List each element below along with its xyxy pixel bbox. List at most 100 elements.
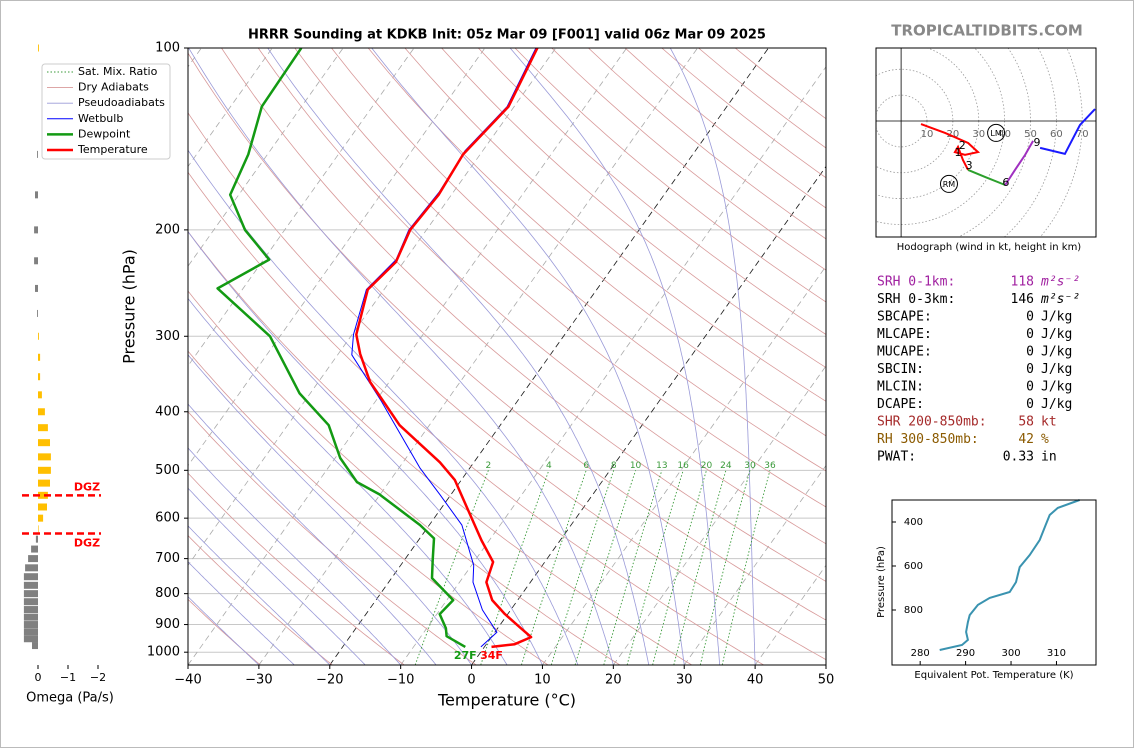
dry-adiabat — [221, 48, 826, 582]
omega-bar — [38, 503, 47, 511]
profile-line — [355, 48, 539, 649]
hodograph-segment — [920, 123, 981, 171]
profiles — [216, 48, 539, 649]
mixing-ratio-line — [652, 470, 707, 665]
omega-bar — [38, 424, 48, 432]
parameter-label: SBCAPE: — [877, 310, 932, 325]
legend-label: Dry Adiabats — [78, 81, 149, 94]
mixing-ratio-label: 6 — [583, 461, 589, 471]
legend-label: Sat. Mix. Ratio — [78, 65, 158, 78]
omega-bar — [23, 613, 38, 621]
mixing-ratio-line — [699, 470, 751, 665]
y-tick-label: 1000 — [147, 645, 180, 660]
storm-motion-marker — [939, 174, 958, 193]
pseudoadiabat — [188, 230, 543, 665]
parameter-unit: J/kg — [1041, 397, 1072, 412]
mixing-ratio-line — [520, 470, 587, 665]
omega-bar — [37, 150, 38, 158]
omega-bar — [38, 491, 48, 499]
legend-label: Temperature — [77, 143, 148, 156]
omega-bar — [38, 408, 45, 416]
isotherm — [188, 48, 557, 566]
pseudoadiabat — [669, 48, 756, 665]
dry-adiabat — [188, 52, 826, 621]
parameter-value: 118 — [1011, 275, 1034, 290]
dry-adiabat — [188, 535, 333, 665]
x-tick-label: −2 — [90, 671, 106, 684]
dry-adiabat — [257, 48, 826, 545]
y-axis-label: Pressure (hPa) — [120, 249, 139, 364]
y-tick-label: 700 — [155, 551, 180, 566]
pseudoadiabat — [188, 487, 366, 665]
parameter-value: 146 — [1011, 292, 1034, 307]
omega-bar — [23, 590, 38, 598]
dry-adiabat — [367, 48, 826, 437]
x-tick-label: 0 — [35, 671, 42, 684]
pseudoadiabat — [188, 561, 295, 665]
parameter-label: PWAT: — [877, 450, 916, 465]
y-tick-label: 300 — [155, 329, 180, 344]
pseudoadiabat — [371, 48, 685, 665]
hodograph-frame — [875, 47, 1097, 238]
pseudoadiabat — [188, 403, 437, 665]
storm-motion-label: RM — [943, 180, 956, 189]
omega-bar — [23, 635, 38, 643]
pseudoadiabat — [188, 525, 331, 665]
dry-adiabat — [478, 48, 826, 335]
key-isotherm — [329, 48, 769, 665]
dgz-label: DGZ — [74, 536, 100, 549]
parameter-label: MUCAPE: — [877, 345, 932, 360]
omega-bar — [23, 621, 38, 629]
mixing-ratio-label: 13 — [656, 461, 667, 471]
omega-bar — [34, 257, 38, 265]
omega-bar — [35, 284, 38, 292]
height-label: 1 — [955, 146, 962, 159]
pseudoadiabat — [267, 48, 650, 665]
omega-bar — [38, 44, 39, 52]
parameter-unit: J/kg — [1041, 345, 1072, 360]
height-label: 2 — [959, 139, 966, 152]
mixing-ratio-line — [480, 470, 550, 665]
x-tick-label: −30 — [245, 673, 272, 688]
x-axis-label: Equivalent Pot. Temperature (K) — [914, 670, 1073, 681]
plot-frame — [187, 47, 827, 666]
brand: TROPICALTIDBITS.COM — [891, 22, 1083, 40]
parameter-value: 58 — [1018, 415, 1034, 430]
hodograph-segment — [1039, 108, 1096, 156]
hodograph-segment — [967, 168, 1006, 186]
omega-bar — [38, 514, 44, 522]
y-tick-label: 100 — [155, 41, 180, 56]
omega-bar — [38, 479, 50, 487]
legend-box — [41, 63, 171, 160]
height-label: 9 — [1033, 136, 1040, 149]
parameter-value: 0 — [1026, 397, 1034, 412]
mixing-ratio-label: 2 — [486, 461, 492, 471]
parameter-unit: J/kg — [1041, 327, 1072, 342]
chart-title: HRRR Sounding at KDKB Init: 05z Mar 09 [… — [248, 28, 766, 43]
mixing-ratio-line — [673, 470, 727, 665]
parameter-value: 0 — [1026, 327, 1034, 342]
parameter-unit: % — [1041, 432, 1049, 447]
dry-adiabat — [188, 411, 477, 665]
parameter-label: SHR 200-850mb: — [877, 415, 987, 430]
pseudoadiabat — [188, 596, 260, 665]
ring-label: 50 — [1024, 129, 1037, 140]
parameter-label: DCAPE: — [877, 397, 924, 412]
theta-e-frame — [891, 499, 1097, 666]
omega-bar — [32, 642, 38, 650]
omega-bar — [23, 573, 38, 581]
y-axis-label: Pressure (hPa) — [876, 546, 887, 618]
x-tick-label: 50 — [818, 673, 835, 688]
parameter-label: MLCAPE: — [877, 327, 932, 342]
y-tick-label: 800 — [904, 605, 923, 616]
mixing-ratio-line — [603, 470, 663, 665]
parameter-label: SRH 0-3km: — [877, 292, 955, 307]
x-tick-label: 280 — [911, 648, 930, 659]
x-tick-label: −10 — [387, 673, 414, 688]
dry-adiabat — [188, 472, 405, 665]
isotherm — [400, 66, 826, 665]
